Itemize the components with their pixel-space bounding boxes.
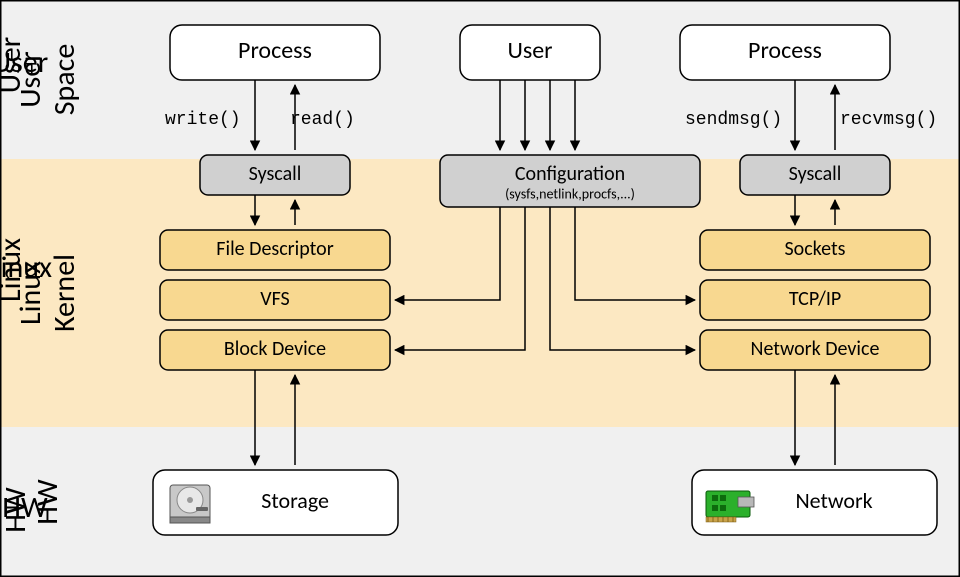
call-read: read(): [290, 110, 355, 130]
node-label-tcpip: TCP/IP: [789, 287, 841, 311]
svg-text:Space: Space: [46, 44, 83, 116]
svg-text:HW: HW: [29, 479, 66, 525]
node-label-fd: File Descriptor: [216, 237, 333, 261]
node-label-network: Network: [795, 487, 872, 514]
node-label-syscall_right: Syscall: [789, 162, 842, 186]
band-label-kernel: LinuxKernel: [12, 254, 83, 332]
node-label-sockets: Sockets: [784, 237, 845, 261]
node-label-netdev: Network Device: [751, 337, 880, 361]
nic-icon: [706, 491, 754, 522]
disk-icon: [170, 485, 210, 523]
call-sendmsg: sendmsg(): [685, 110, 782, 130]
band-label-hw: HW: [29, 479, 66, 525]
node-label-vfs: VFS: [260, 287, 289, 311]
node-label-proc_right: Process: [748, 36, 822, 65]
band-label-user: UserSpace: [12, 44, 83, 116]
svg-text:Linux: Linux: [12, 261, 49, 325]
call-recvmsg: recvmsg(): [840, 110, 937, 130]
node-sublabel-config: (sysfs,netlink,procfs,...): [505, 185, 635, 202]
call-write: write(): [165, 110, 241, 130]
node-label-blk: Block Device: [224, 337, 326, 361]
svg-text:Kernel: Kernel: [46, 254, 83, 332]
node-label-config: Configuration: [515, 162, 625, 186]
node-label-proc_left: Process: [238, 36, 312, 65]
node-label-storage: Storage: [261, 487, 329, 514]
svg-text:User: User: [12, 51, 49, 107]
node-label-user: User: [507, 36, 552, 65]
node-label-syscall_left: Syscall: [249, 162, 302, 186]
